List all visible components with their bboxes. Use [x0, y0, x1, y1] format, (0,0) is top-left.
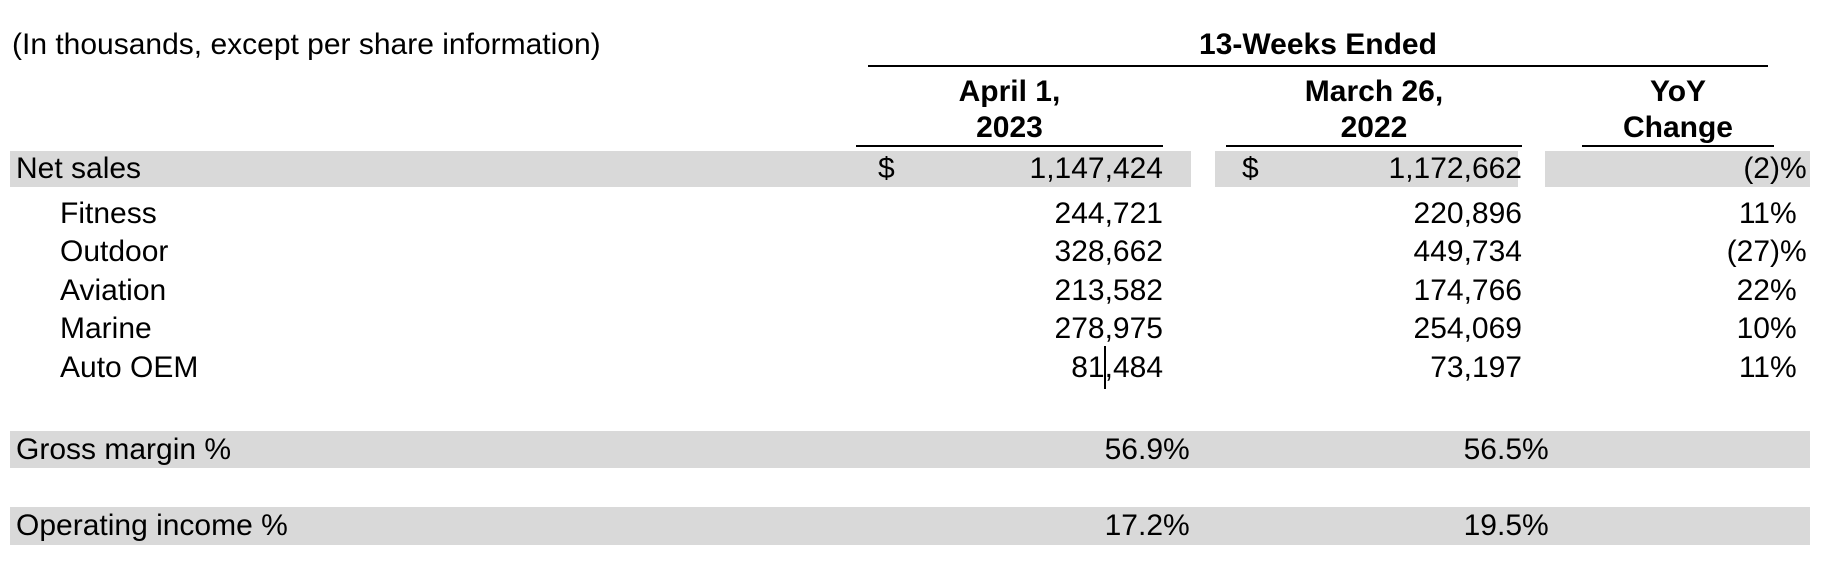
cell-marine-yoy-change[interactable]: 10	[1582, 311, 1770, 346]
row-label-fitness[interactable]: Fitness	[60, 197, 157, 230]
cell-value-suffix: %	[1770, 274, 1797, 307]
column-underline	[1226, 145, 1522, 147]
cell-outdoor-yoy-change[interactable]: (27	[1582, 234, 1770, 269]
cell-gross-margin-march-26-2022[interactable]: 56.5	[1226, 431, 1522, 468]
cell-value-suffix: )%	[1770, 152, 1807, 185]
row-label-marine[interactable]: Marine	[60, 312, 152, 345]
cell-value[interactable]: (27	[1726, 235, 1770, 268]
column-header-line2: 2023	[976, 111, 1043, 144]
cell-value[interactable]: 56.5	[1463, 433, 1522, 466]
table-row-net-sales: Net sales $1,147,424 $1,172,662 (2)%	[0, 151, 1847, 187]
cell-auto-oem-yoy-change[interactable]: 11	[1582, 350, 1770, 385]
cell-value[interactable]: 244,721	[1054, 197, 1163, 230]
cell-value-suffix: %	[1522, 509, 1549, 542]
cell-aviation-march-26-2022[interactable]: 174,766	[1226, 273, 1522, 308]
cell-auto-oem-march-26-2022[interactable]: 73,197	[1226, 350, 1522, 385]
table-row-aviation: Aviation 213,582 174,766 22%	[0, 273, 1847, 308]
cell-operating-income-march-26-2022[interactable]: 19.5	[1226, 507, 1522, 545]
table-row-gross-margin: Gross margin % 56.9% 56.5%	[0, 431, 1847, 468]
cell-net-sales-march-26-2022[interactable]: $1,172,662	[1226, 151, 1522, 187]
cell-value-suffix: )%	[1770, 235, 1807, 268]
row-shading	[10, 431, 1810, 468]
column-header-line1: March 26,	[1304, 75, 1444, 108]
cell-operating-income-april-1-2023[interactable]: 17.2	[856, 507, 1163, 545]
column-header-line2: 2022	[1340, 111, 1408, 144]
cell-aviation-april-1-2023[interactable]: 213,582	[856, 273, 1163, 308]
cell-value[interactable]: 278,975	[1054, 312, 1163, 345]
row-label-outdoor[interactable]: Outdoor	[60, 235, 169, 268]
cell-value[interactable]: 56.9	[1104, 433, 1163, 466]
row-shading	[1215, 151, 1518, 187]
column-underline	[856, 145, 1163, 147]
text-cursor	[1103, 346, 1106, 389]
cell-value-suffix: %	[1770, 312, 1797, 345]
cell-fitness-april-1-2023[interactable]: 244,721	[856, 196, 1163, 231]
row-shading	[10, 151, 1191, 187]
column-underline	[1582, 145, 1774, 147]
cell-value[interactable]: 81,484	[1071, 346, 1163, 389]
cell-gross-margin-april-1-2023[interactable]: 56.9	[856, 431, 1163, 468]
row-shading	[1545, 151, 1810, 187]
dollar-sign: $	[878, 152, 895, 185]
row-label-operating-income[interactable]: Operating income %	[16, 509, 288, 542]
cell-value[interactable]: 254,069	[1413, 312, 1522, 345]
cell-fitness-yoy-change[interactable]: 11	[1582, 196, 1770, 231]
period-header-underline	[868, 65, 1768, 67]
table-row-marine: Marine 278,975 254,069 10%	[0, 311, 1847, 346]
cell-aviation-yoy-change[interactable]: 22	[1582, 273, 1770, 308]
cell-marine-march-26-2022[interactable]: 254,069	[1226, 311, 1522, 346]
cell-value[interactable]: 22	[1736, 274, 1770, 307]
row-shading	[10, 507, 1810, 545]
cell-value-suffix: %	[1770, 351, 1797, 384]
cell-auto-oem-april-1-2023[interactable]: 81,484	[856, 346, 1163, 389]
cell-value[interactable]: 73,197	[1430, 351, 1522, 384]
cell-value[interactable]: 11	[1738, 197, 1770, 230]
row-label-auto-oem[interactable]: Auto OEM	[60, 351, 199, 384]
row-label-gross-margin[interactable]: Gross margin %	[16, 433, 232, 466]
cell-value-suffix: %	[1770, 197, 1797, 230]
cell-value[interactable]: 220,896	[1413, 197, 1522, 230]
table-row-outdoor: Outdoor 328,662 449,734 (27)%	[0, 234, 1847, 269]
column-header-line2: Change	[1622, 111, 1733, 144]
row-label-net-sales[interactable]: Net sales	[16, 152, 142, 185]
cell-outdoor-march-26-2022[interactable]: 449,734	[1226, 234, 1522, 269]
table-row-auto-oem: Auto OEM 81,484 73,197 11%	[0, 346, 1847, 389]
cell-fitness-march-26-2022[interactable]: 220,896	[1226, 196, 1522, 231]
cell-value[interactable]: 449,734	[1413, 235, 1522, 268]
dollar-sign: $	[1242, 152, 1259, 185]
table-row-operating-income: Operating income % 17.2% 19.5%	[0, 507, 1847, 545]
column-header-line1: April 1,	[958, 75, 1061, 108]
cell-marine-april-1-2023[interactable]: 278,975	[856, 311, 1163, 346]
cell-value[interactable]: (2	[1743, 152, 1770, 185]
cell-value[interactable]: 1,147,424	[1029, 152, 1163, 185]
cell-value[interactable]: 10	[1736, 312, 1770, 345]
cell-value[interactable]: 328,662	[1054, 235, 1163, 268]
table-row-fitness: Fitness 244,721 220,896 11%	[0, 196, 1847, 231]
cell-value-suffix: %	[1163, 509, 1190, 542]
cell-value[interactable]: 17.2	[1104, 509, 1163, 542]
column-header-april-1-2023: April 1, 2023	[856, 74, 1163, 146]
column-header-march-26-2022: March 26, 2022	[1226, 74, 1522, 146]
row-label-aviation[interactable]: Aviation	[60, 274, 167, 307]
cell-value-suffix: %	[1522, 433, 1549, 466]
cell-net-sales-yoy-change[interactable]: (2	[1582, 151, 1770, 187]
cell-value-suffix: %	[1163, 433, 1190, 466]
cell-value[interactable]: 1,172,662	[1388, 152, 1522, 185]
cell-outdoor-april-1-2023[interactable]: 328,662	[856, 234, 1163, 269]
cell-value[interactable]: 11	[1738, 351, 1770, 384]
column-header-yoy-change: YoY Change	[1582, 74, 1774, 146]
cell-net-sales-april-1-2023[interactable]: $1,147,424	[856, 151, 1163, 187]
units-caption: (In thousands, except per share informat…	[12, 28, 601, 61]
cell-value[interactable]: 213,582	[1054, 274, 1163, 307]
column-header-line1: YoY	[1649, 75, 1707, 108]
cell-value[interactable]: 174,766	[1413, 274, 1522, 307]
cell-value[interactable]: 19.5	[1463, 509, 1522, 542]
period-header: 13-Weeks Ended	[1199, 28, 1437, 61]
